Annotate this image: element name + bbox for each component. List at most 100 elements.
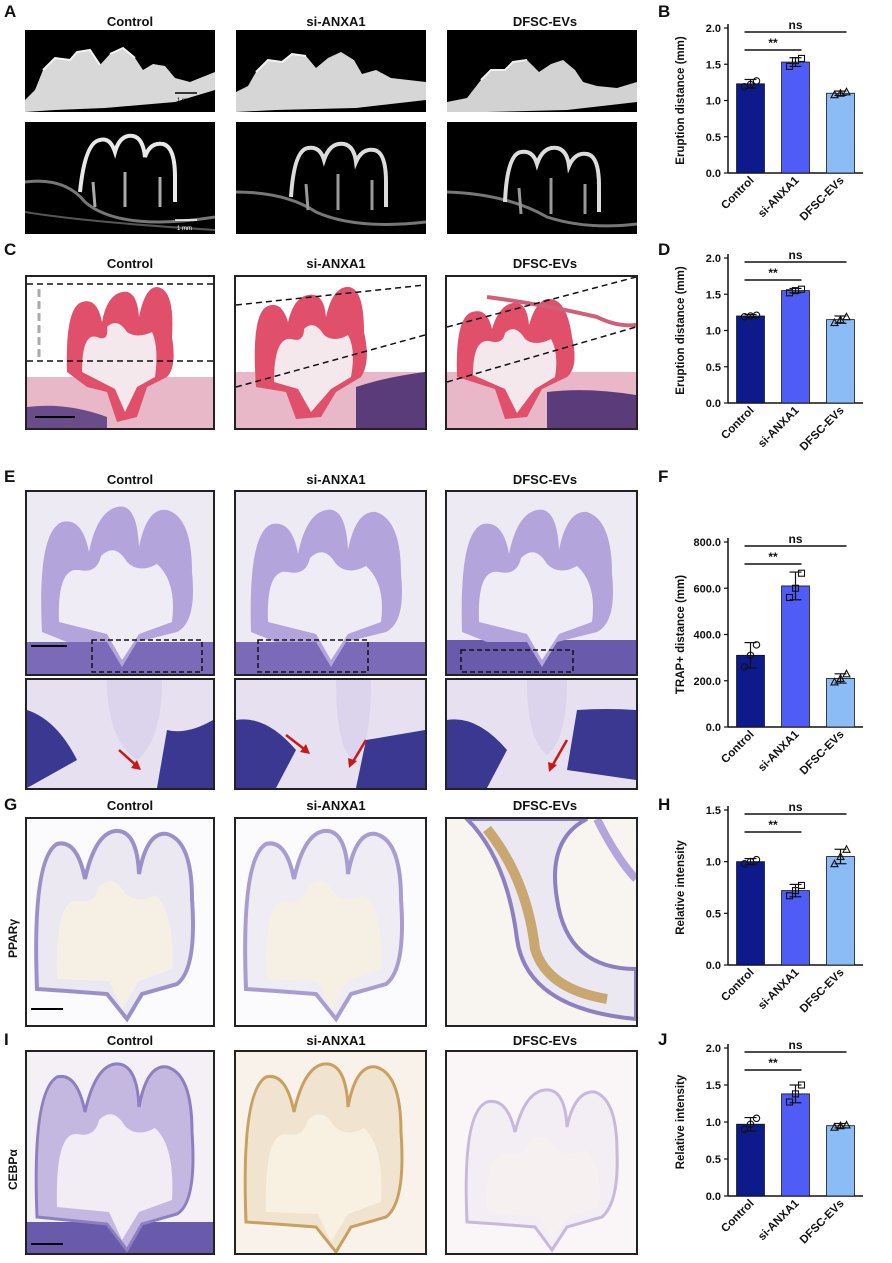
significance-label: ns [788,532,802,546]
x-tick-label: si-ANXA1 [756,1197,802,1243]
data-point [836,1121,845,1130]
panel-label-f: F [658,467,669,486]
microct-slice-control: 1 mm [25,122,215,234]
bar [736,1123,765,1197]
y-axis-label: Relative intensity [675,840,687,935]
cebp-section-dfsc-evs [445,1050,638,1255]
y-tick-label: 1.5 [706,289,721,301]
y-tick-label: 1.0 [706,1117,721,1129]
data-point [797,54,806,63]
x-tick-label: DFSC-EVs [798,729,847,778]
col-label-control: Control [106,472,154,487]
scalebar-text: 1 mm [177,98,192,104]
trap-inset-si-anxa1 [234,678,427,790]
x-tick-label: DFSC-EVs [798,1198,847,1247]
microct-3d-control: 1 mm [25,30,215,112]
bar [826,678,855,728]
x-tick-label: si-ANXA1 [756,966,802,1012]
bar [736,315,765,404]
data-point [785,1098,794,1106]
col-label-control: Control [106,14,154,29]
data-point [785,892,794,900]
y-tick-label: 1.5 [706,1080,721,1092]
he-section-si-anxa1 [234,275,427,430]
col-label-si-anxa1: si-ANXA1 [306,472,366,487]
stain-label-ppar: PPARγ [6,918,20,958]
trap-inset-control [25,678,215,790]
y-tick-label: 1.5 [706,59,721,71]
bar [736,861,765,966]
panel-label-a: A [4,2,17,21]
y-tick-label: 1.5 [706,805,721,817]
data-point [746,1120,755,1128]
chart-d: 0.0 0.5 1.0 1.5 2.0 Eruption distance (mm) Con… [670,240,885,465]
data-point [752,77,761,85]
scalebar-text: 1 mm [177,226,192,232]
significance-label: ns [788,800,802,814]
col-label-control: Control [106,1033,154,1048]
x-tick-label: DFSC-EVs [798,405,847,454]
panel-label-j: J [658,1030,668,1049]
y-axis-label: Eruption distance (mm) [675,266,687,395]
panel-label-i: I [4,1030,9,1049]
x-tick-label: si-ANXA1 [756,174,802,220]
col-label-control: Control [106,256,154,271]
y-tick-label: 0.5 [706,1154,721,1166]
data-point [791,1090,800,1098]
data-point [785,62,794,70]
significance-label: ** [768,266,778,280]
data-point [830,677,839,686]
data-point [785,593,794,602]
bar [826,1125,855,1197]
col-label-dfsc-evs: DFSC-EVs [512,472,578,487]
microct-3d-si-anxa1 [236,30,426,112]
x-tick-label: Control [719,967,756,1004]
microct-slice-dfsc-evs [447,122,637,234]
data-point [746,80,755,89]
microct-slice-si-anxa1 [236,122,426,234]
x-tick-label: si-ANXA1 [756,404,802,450]
significance-label: ns [788,1038,802,1052]
microct-3d-dfsc-evs [447,30,637,112]
y-tick-label: 200.0 [693,676,721,688]
y-tick-label: 800.0 [693,537,721,549]
trap-inset-dfsc-evs [445,678,638,790]
bar [781,890,810,966]
chart-j: 0.0 0.5 1.0 1.5 2.0 Relative intensity Control… [670,1030,885,1258]
bar [826,319,855,404]
x-tick-label: Control [719,729,756,766]
significance-label: ns [788,18,802,32]
data-point [836,314,845,324]
data-point [752,855,761,864]
data-point [746,651,755,660]
data-point [797,1081,806,1089]
y-axis-label: Eruption distance (mm) [675,36,687,165]
data-point [830,317,839,327]
data-point [791,887,800,895]
col-label-si-anxa1: si-ANXA1 [306,1033,366,1048]
y-tick-label: 2.0 [706,253,721,265]
data-point [836,851,845,861]
y-axis-label: Relative intensity [675,1074,687,1169]
bar [826,92,855,174]
y-tick-label: 0.0 [706,168,721,180]
data-point [842,669,851,678]
y-tick-label: 0.0 [706,722,721,734]
y-tick-label: 2.0 [706,1043,721,1055]
panel-label-e: E [4,467,16,486]
chart-b: 0.0 0.5 1.0 1.5 2.0 Eruption distance (mm) Con… [670,10,885,235]
panel-label-h: H [658,795,671,814]
y-tick-label: 0.0 [706,1191,721,1203]
cebp-section-control [25,1050,215,1255]
bar [781,1093,810,1197]
data-point [797,285,806,293]
trap-section-si-anxa1 [234,490,427,676]
he-section-control [25,275,215,430]
col-label-control: Control [106,798,154,813]
data-point [797,881,806,889]
trap-section-control [25,490,215,676]
y-tick-label: 1.0 [706,857,721,869]
trap-section-dfsc-evs [445,490,638,676]
panel-label-d: D [658,240,671,259]
col-label-dfsc-evs: DFSC-EVs [512,1033,578,1048]
